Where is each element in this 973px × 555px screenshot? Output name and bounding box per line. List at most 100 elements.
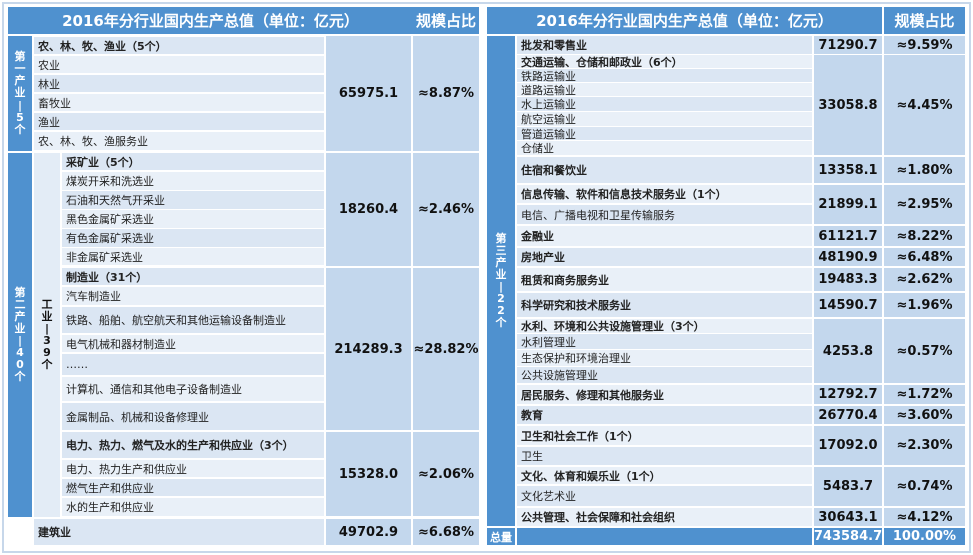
list-item: 畜牧业 bbox=[34, 94, 324, 111]
left-header-title: 2016年分行业国内生产总值（单位：亿元） bbox=[8, 7, 413, 34]
list-item: 非金属矿采选业 bbox=[62, 248, 324, 265]
list-item: 汽车制造业 bbox=[62, 287, 324, 305]
vertical-label-char: 3 bbox=[43, 334, 51, 347]
vertical-label-char: 4 bbox=[16, 346, 24, 360]
vertical-label-char: 个 bbox=[495, 316, 507, 330]
vertical-label-char: 二 bbox=[14, 297, 26, 311]
education-pct: ≈3.60% bbox=[884, 406, 965, 424]
vertical-label-char: 业 bbox=[14, 321, 26, 335]
industry-sub-label: 工业 | 3 9 个 bbox=[34, 153, 60, 517]
utilities-value: 15328.0 bbox=[326, 432, 411, 516]
list-item: 仓储业 bbox=[517, 141, 812, 155]
vertical-label-char: 工 bbox=[41, 297, 53, 311]
list-item: 公共设施管理业 bbox=[517, 367, 812, 383]
secondary-sector-label: 第二产业 | 4 0 个 bbox=[8, 153, 32, 517]
vertical-label-char: 5 bbox=[16, 110, 24, 124]
transport-title: 交通运输、仓储和邮政业（6个） bbox=[517, 55, 812, 68]
list-item: 林业 bbox=[34, 75, 324, 92]
list-item: …… bbox=[62, 354, 324, 375]
vertical-label-char: 业 bbox=[495, 267, 507, 281]
finance-title: 金融业 bbox=[517, 226, 812, 246]
vertical-label-char: 业 bbox=[14, 86, 26, 100]
list-item: 农业 bbox=[34, 56, 324, 73]
finance-value: 61121.7 bbox=[814, 226, 882, 246]
list-item: 计算机、通信和其他电子设备制造业 bbox=[62, 377, 324, 401]
construction-value: 49702.9 bbox=[326, 519, 411, 545]
wholesale-title: 批发和零售业 bbox=[517, 36, 812, 54]
realestate-pct: ≈6.48% bbox=[884, 248, 965, 266]
list-item: 黑色金属矿采选业 bbox=[62, 210, 324, 228]
health-title: 卫生和社会工作（1个） bbox=[517, 426, 812, 445]
vertical-label-char: 产 bbox=[495, 255, 507, 269]
mining-title: 采矿业（5个） bbox=[62, 153, 324, 170]
leasing-pct: ≈2.62% bbox=[884, 268, 965, 291]
vertical-label-char: 2 bbox=[497, 292, 505, 306]
list-item: 生态保护和环境治理业 bbox=[517, 350, 812, 366]
list-item: 铁路运输业 bbox=[517, 69, 812, 82]
vertical-label-char: 第 bbox=[495, 231, 507, 245]
construction-pct: ≈6.68% bbox=[413, 519, 479, 545]
vertical-label-char: 第 bbox=[14, 285, 26, 299]
leasing-title: 租赁和商务服务业 bbox=[517, 268, 812, 291]
vertical-label-char: | bbox=[17, 98, 23, 112]
vertical-label-char: 9 bbox=[43, 346, 51, 360]
list-item: 石油和天然气开采业 bbox=[62, 191, 324, 209]
manufacturing-value: 214289.3 bbox=[326, 268, 411, 430]
public-value: 30643.1 bbox=[814, 508, 882, 526]
research-title: 科学研究和技术服务业 bbox=[517, 293, 812, 317]
list-item: 铁路、船舶、航空航天和其他运输设备制造业 bbox=[62, 307, 324, 333]
hotel-pct: ≈1.80% bbox=[884, 157, 965, 183]
wholesale-pct: ≈9.59% bbox=[884, 36, 965, 54]
education-title: 教育 bbox=[517, 406, 812, 424]
right-header-pct: 规模占比 bbox=[884, 7, 965, 34]
resident-value: 12792.7 bbox=[814, 385, 882, 404]
hotel-value: 13358.1 bbox=[814, 157, 882, 183]
total-value: 743584.7 bbox=[813, 528, 883, 545]
manufacturing-title: 制造业（31个） bbox=[62, 268, 324, 285]
agri-value: 65975.1 bbox=[326, 36, 411, 151]
construction-title: 建筑业 bbox=[34, 519, 324, 545]
culture-value: 5483.7 bbox=[814, 467, 882, 506]
hotel-title: 住宿和餐饮业 bbox=[517, 157, 812, 183]
agri-pct: ≈8.87% bbox=[413, 36, 479, 151]
research-pct: ≈1.96% bbox=[884, 293, 965, 317]
research-value: 14590.7 bbox=[814, 293, 882, 317]
list-item: 管道运输业 bbox=[517, 127, 812, 140]
vertical-label-char: 2 bbox=[497, 304, 505, 318]
utilities-pct: ≈2.06% bbox=[413, 432, 479, 516]
list-item: 电力、热力生产和供应业 bbox=[62, 460, 324, 477]
total-pct: 100.00% bbox=[884, 528, 965, 545]
mining-pct: ≈2.46% bbox=[413, 153, 479, 266]
health-value: 17092.0 bbox=[814, 426, 882, 465]
primary-sector-label: 第一产业 | 5 个 bbox=[8, 36, 32, 151]
transport-value: 33058.8 bbox=[814, 55, 882, 155]
vertical-label-char: 个 bbox=[14, 370, 26, 384]
tertiary-sector-label: 第三产业 | 2 2 个 bbox=[487, 36, 515, 526]
list-item: 电气机械和器材制造业 bbox=[62, 335, 324, 352]
list-item: 航空运输业 bbox=[517, 112, 812, 126]
right-header-title: 2016年分行业国内生产总值（单位：亿元） bbox=[487, 7, 882, 34]
wholesale-value: 71290.7 bbox=[814, 36, 882, 54]
vertical-label-char: 产 bbox=[14, 309, 26, 323]
resident-pct: ≈1.72% bbox=[884, 385, 965, 404]
manufacturing-pct: ≈28.82% bbox=[413, 268, 479, 430]
health-pct: ≈2.30% bbox=[884, 426, 965, 465]
vertical-label-char: 一 bbox=[14, 62, 26, 76]
vertical-label-char: | bbox=[498, 280, 504, 293]
list-item: 电信、广播电视和卫星传输服务 bbox=[517, 205, 812, 224]
education-value: 26770.4 bbox=[814, 406, 882, 424]
it-title: 信息传输、软件和信息技术服务业（1个） bbox=[517, 185, 812, 203]
vertical-label-char: 三 bbox=[495, 243, 507, 257]
list-item: 农、林、牧、渔服务业 bbox=[34, 132, 324, 150]
vertical-label-char: 个 bbox=[14, 122, 26, 136]
list-item: 文化艺术业 bbox=[517, 486, 812, 506]
list-item: 卫生 bbox=[517, 447, 812, 465]
mining-value: 18260.4 bbox=[326, 153, 411, 266]
transport-pct: ≈4.45% bbox=[884, 55, 965, 155]
utilities-title: 电力、热力、燃气及水的生产和供应业（3个） bbox=[62, 432, 324, 458]
list-item: 煤炭开采和洗选业 bbox=[62, 172, 324, 190]
total-spacer bbox=[517, 528, 812, 545]
list-item: 道路运输业 bbox=[517, 83, 812, 96]
vertical-label-char: 业 bbox=[41, 309, 53, 323]
